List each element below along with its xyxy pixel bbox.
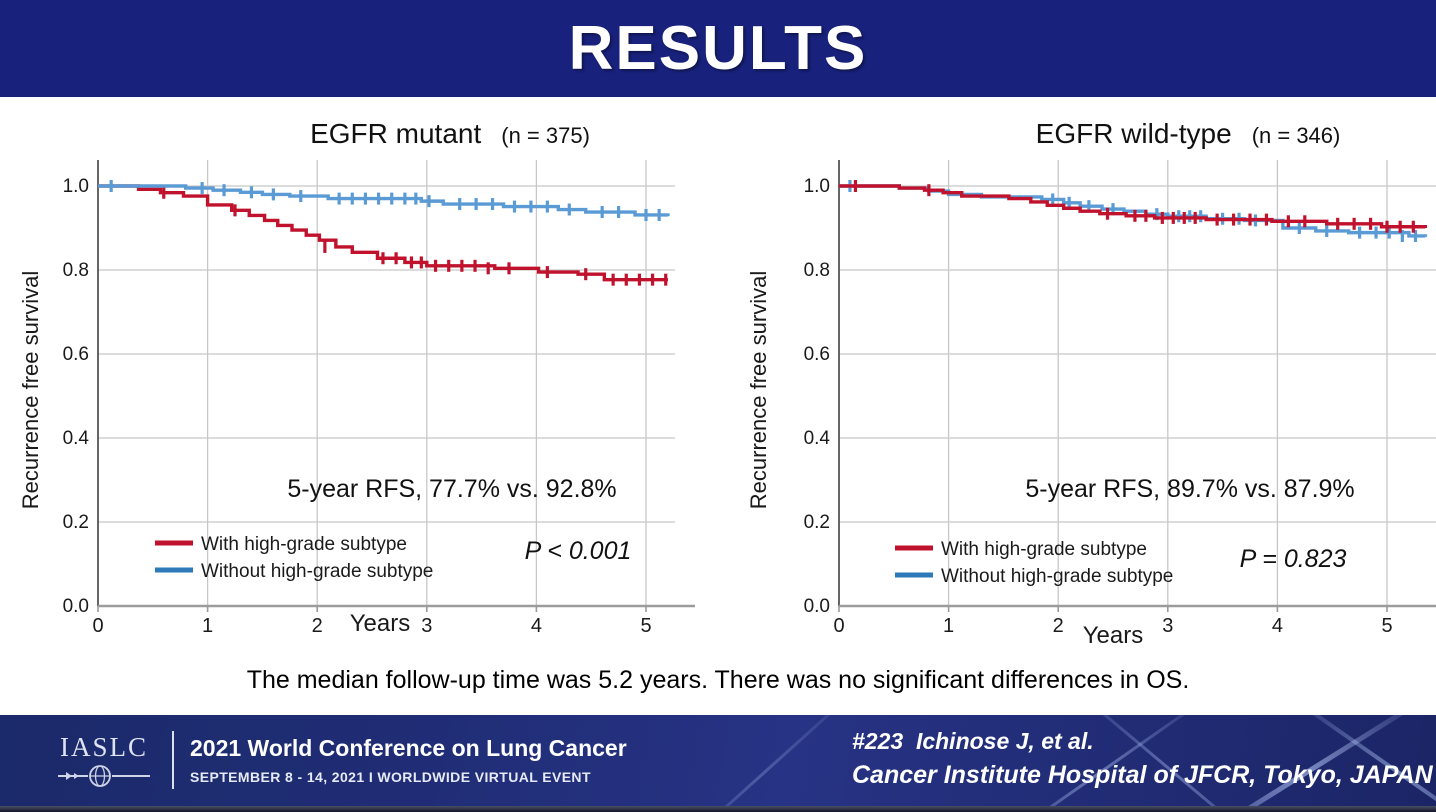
y-tick-label: 0.0 xyxy=(804,596,830,617)
slide-title: RESULTS xyxy=(568,14,868,83)
y-tick-label: 1.0 xyxy=(804,176,830,197)
footer-citation-block: #223 Ichinose J, et al. Cancer Institute… xyxy=(852,728,1433,790)
affiliation: Cancer Institute Hospital of JFCR, Tokyo… xyxy=(852,761,1433,789)
y-tick-label: 1.0 xyxy=(63,176,89,197)
legend-label: Without high-grade subtype xyxy=(201,561,433,582)
title-bar: RESULTS xyxy=(0,0,1436,97)
footer-conference-text: 2021 World Conference on Lung Cancer SEP… xyxy=(190,735,627,785)
survival-curve xyxy=(98,184,670,217)
footer-bottom-strip xyxy=(0,806,1436,812)
median-followup-note: The median follow-up time was 5.2 years.… xyxy=(246,666,1190,694)
y-tick-label: 0.6 xyxy=(804,344,830,365)
legend-label: With high-grade subtype xyxy=(201,534,407,555)
y-axis-label: Recurrence free survival xyxy=(746,271,771,509)
abstract-number: #223 Ichinose J, et al. xyxy=(852,728,1094,754)
survival-curve xyxy=(839,184,1428,229)
x-tick-label: 3 xyxy=(421,615,432,637)
footer-divider xyxy=(172,731,174,789)
footer-conference-block: IASLC 2021 World Conference on Lung Canc… xyxy=(52,731,627,789)
iaslc-emblem-icon xyxy=(58,764,150,787)
y-axis-label: Recurrence free survival xyxy=(20,271,43,509)
legend-label: With high-grade subtype xyxy=(941,539,1147,560)
p-value: P = 0.823 xyxy=(1240,545,1347,573)
km-chart-egfr-wild-type: 0.0 0.2 0.4 0.6 0.8 1.0 0 1 2 3 4 5 Years Recurrence … xyxy=(746,160,1436,649)
chart-title-egfr-mutant: EGFR mutant (n = 375) xyxy=(150,118,750,150)
footer-banner: IASLC 2021 World Conference on Lung Canc… xyxy=(0,715,1436,812)
x-tick-label: 4 xyxy=(531,615,542,637)
y-tick-label: 0.0 xyxy=(63,596,89,617)
rfs-annotation: 5-year RFS, 77.7% vs. 92.8% xyxy=(287,475,616,503)
x-tick-label: 2 xyxy=(1053,615,1064,637)
y-tick-label: 0.6 xyxy=(63,344,89,365)
y-tick-label: 0.8 xyxy=(804,260,830,281)
x-axis-label: Years xyxy=(1083,622,1144,649)
rfs-annotation: 5-year RFS, 89.7% vs. 87.9% xyxy=(1025,475,1354,503)
x-tick-label: 1 xyxy=(943,615,954,637)
y-tick-label: 0.2 xyxy=(63,512,89,533)
x-tick-label: 0 xyxy=(92,615,103,637)
x-axis-label: Years xyxy=(350,610,411,637)
y-tick-label: 0.4 xyxy=(804,428,831,449)
conference-dates: SEPTEMBER 8 - 14, 2021 I WORLDWIDE VIRTU… xyxy=(190,769,591,785)
survival-curve xyxy=(98,184,668,282)
x-tick-label: 1 xyxy=(202,615,213,637)
km-chart-egfr-mutant: 0.0 0.2 0.4 0.6 0.8 1.0 0 1 2 3 4 5 Years Recurrence … xyxy=(20,160,695,637)
conference-title: 2021 World Conference on Lung Cancer xyxy=(190,735,627,761)
light-streak xyxy=(649,715,874,812)
chart-title-egfr-wild-type: EGFR wild-type (n = 346) xyxy=(888,118,1436,150)
chart-title-text: EGFR mutant xyxy=(310,118,482,149)
chart-title-text: EGFR wild-type xyxy=(1035,118,1232,149)
y-tick-label: 0.8 xyxy=(63,260,89,281)
x-tick-label: 4 xyxy=(1272,615,1283,637)
chart-n-label: (n = 375) xyxy=(501,123,590,148)
p-value: P < 0.001 xyxy=(525,537,632,565)
x-tick-label: 5 xyxy=(1381,615,1392,637)
y-tick-label: 0.4 xyxy=(63,428,90,449)
x-tick-label: 5 xyxy=(640,615,651,637)
legend-label: Without high-grade subtype xyxy=(941,566,1173,587)
chart-n-label: (n = 346) xyxy=(1251,123,1341,148)
x-tick-label: 3 xyxy=(1162,615,1173,637)
x-tick-label: 2 xyxy=(312,615,323,637)
y-tick-label: 0.2 xyxy=(804,512,830,533)
iaslc-logo: IASLC xyxy=(52,732,156,789)
iaslc-logo-text: IASLC xyxy=(59,731,148,762)
x-tick-label: 0 xyxy=(833,615,844,637)
